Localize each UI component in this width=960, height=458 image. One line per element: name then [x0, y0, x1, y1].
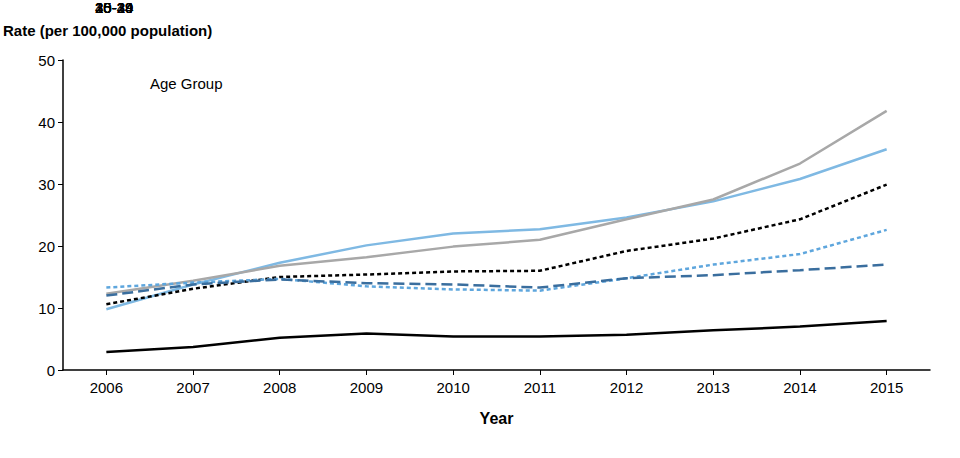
svg-text:Year: Year — [480, 410, 514, 427]
svg-text:10: 10 — [38, 300, 55, 317]
svg-text:30-34: 30-34 — [95, 0, 133, 16]
svg-text:2010: 2010 — [436, 379, 469, 396]
svg-text:20-24: 20-24 — [95, 0, 133, 16]
svg-text:0: 0 — [47, 362, 55, 379]
svg-text:50: 50 — [38, 52, 55, 69]
svg-text:2011: 2011 — [524, 379, 556, 396]
svg-text:2015: 2015 — [870, 379, 903, 396]
svg-text:35-39: 35-39 — [95, 0, 133, 16]
svg-text:Rate (per 100,000 population): Rate (per 100,000 population) — [3, 22, 212, 39]
svg-text:2009: 2009 — [350, 379, 383, 396]
svg-text:Age Group: Age Group — [150, 75, 223, 92]
svg-text:25-29: 25-29 — [95, 0, 133, 16]
svg-text:40-44: 40-44 — [95, 0, 133, 16]
svg-text:30: 30 — [38, 176, 55, 193]
svg-text:2014: 2014 — [783, 379, 816, 396]
svg-text:2006: 2006 — [90, 379, 123, 396]
svg-text:2008: 2008 — [263, 379, 296, 396]
svg-text:2007: 2007 — [176, 379, 209, 396]
svg-text:2013: 2013 — [697, 379, 730, 396]
svg-text:2012: 2012 — [610, 379, 643, 396]
svg-text:15-19: 15-19 — [95, 0, 133, 16]
svg-text:40: 40 — [38, 114, 55, 131]
svg-text:20: 20 — [38, 238, 55, 255]
